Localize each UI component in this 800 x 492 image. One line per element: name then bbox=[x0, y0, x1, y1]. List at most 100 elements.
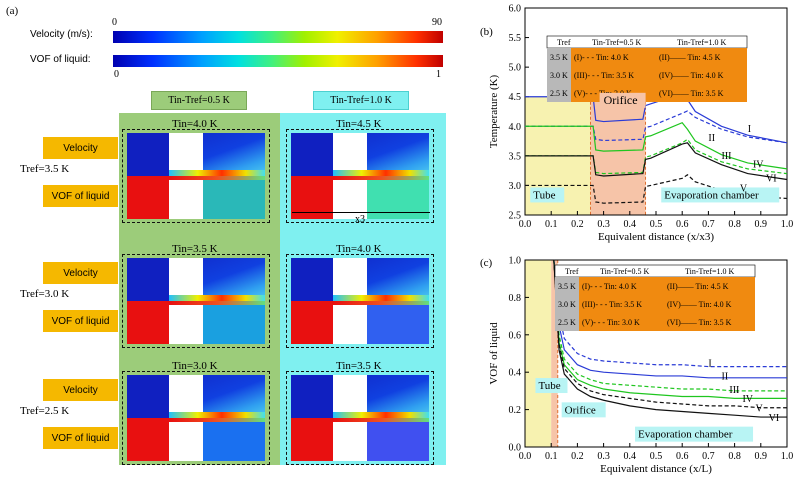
y-tick-label: 5.0 bbox=[509, 63, 522, 74]
velocity-box-row2: Velocity bbox=[43, 262, 118, 284]
x-axis-label: Equivalent distance (x/L) bbox=[600, 463, 712, 475]
legend-head-dt05: Tin-Tref=0.5 K bbox=[592, 38, 641, 47]
legend-entry-dashed: (III)- - - Tin: 3.5 K bbox=[582, 300, 642, 309]
velocity-colorbar-label: Velocity (m/s): bbox=[30, 29, 93, 40]
legend-tref-value: 3.5 K bbox=[558, 282, 576, 291]
simulation-snapshot bbox=[291, 258, 429, 344]
series-vi-line bbox=[553, 259, 787, 418]
orifice-label-bg bbox=[599, 92, 646, 108]
legend-tref-column bbox=[555, 277, 579, 331]
y-tick-label: 3.5 bbox=[509, 151, 522, 162]
legend-entry-solid: (IV)—— Tin: 4.0 K bbox=[667, 300, 732, 309]
domain-outline bbox=[286, 254, 434, 348]
tube-region bbox=[525, 260, 552, 447]
legend-body-bg bbox=[579, 277, 755, 331]
x-axis-label: Equivalent distance (x/x3) bbox=[598, 231, 714, 243]
velocity-box-row3: Velocity bbox=[43, 379, 118, 401]
velocity-box-row1: Velocity bbox=[43, 137, 118, 159]
series-iv-line bbox=[525, 122, 788, 170]
series-marker-iv: IV bbox=[753, 160, 764, 171]
column-header-text: Tin-Tref=1.0 K bbox=[330, 95, 392, 106]
x-tick-label: 0.0 bbox=[519, 219, 532, 230]
vof-colorbar-label: VOF of liquid: bbox=[30, 54, 91, 65]
x-tick-label: 0.2 bbox=[571, 219, 584, 230]
x-tick-label: 0.0 bbox=[519, 451, 532, 462]
x-tick-label: 0.5 bbox=[650, 219, 663, 230]
y-tick-label: 0.6 bbox=[509, 330, 522, 341]
tube-label-bg bbox=[535, 378, 568, 394]
legend-head-dt05: Tin-Tref=0.5 K bbox=[600, 267, 649, 276]
x-tick-label: 0.5 bbox=[650, 451, 663, 462]
simulation-snapshot bbox=[127, 133, 265, 219]
x-tick-label: 0.8 bbox=[728, 219, 741, 230]
domain-outline bbox=[122, 129, 270, 223]
evaporation-label-bg bbox=[661, 187, 780, 203]
case-title-r3c2: Tin=3.5 K bbox=[336, 360, 382, 372]
legend-tref-value: 2.5 K bbox=[558, 318, 576, 327]
case-title-r2c2: Tin=4.0 K bbox=[336, 243, 382, 255]
tube-label: Tube bbox=[538, 380, 560, 392]
series-marker-i: I bbox=[748, 124, 751, 135]
series-marker-iii: III bbox=[729, 385, 739, 396]
series-i-line bbox=[553, 259, 787, 368]
domain-outline bbox=[122, 254, 270, 348]
evaporation-label-bg bbox=[635, 426, 754, 442]
simulation-snapshot bbox=[127, 375, 265, 461]
domain-outline bbox=[286, 371, 434, 465]
panel-b-chart: (b) 0.0 0.1 0.2 0.3 0.4 0.5 0.6 0.7 0.8 0.9 1.0 2.5 3… bbox=[480, 4, 793, 244]
tube-label: Tube bbox=[533, 189, 555, 201]
legend-tref-value: 3.0 K bbox=[550, 71, 568, 80]
simulation-snapshot bbox=[291, 133, 429, 219]
x-tick-label: 0.7 bbox=[702, 451, 715, 462]
series-marker-iii: III bbox=[722, 151, 732, 162]
y-tick-label: 6.0 bbox=[509, 4, 522, 15]
x-tick-label: 1.0 bbox=[781, 451, 794, 462]
series-marker-i: I bbox=[708, 359, 711, 370]
x-tick-label: 0.8 bbox=[728, 451, 741, 462]
panel-a-label: (a) bbox=[6, 5, 19, 17]
case-title-r2c1: Tin=3.5 K bbox=[172, 243, 218, 255]
x-tick-label: 0.3 bbox=[597, 219, 610, 230]
y-tick-label: 0.8 bbox=[509, 293, 522, 304]
series-marker-v: V bbox=[756, 403, 764, 414]
case-title-r1c2: Tin=4.5 K bbox=[336, 118, 382, 130]
evaporation-label: Evaporation chamber bbox=[664, 189, 759, 201]
legend-head-tref: Tref bbox=[565, 267, 579, 276]
x3-label: x3 bbox=[355, 214, 365, 225]
y-tick-label: 3.0 bbox=[509, 181, 522, 192]
legend-tref-value: 3.0 K bbox=[558, 300, 576, 309]
legend-entry-solid: (IV)—— Tin: 4.0 K bbox=[659, 71, 724, 80]
x-tick-label: 0.4 bbox=[624, 219, 637, 230]
x-tick-label: 0.1 bbox=[545, 451, 558, 462]
orifice-label: Orifice bbox=[565, 404, 596, 416]
x-tick-label: 0.4 bbox=[624, 451, 637, 462]
orifice-region bbox=[590, 96, 646, 215]
legend-head-dt10: Tin-Tref=1.0 K bbox=[685, 267, 734, 276]
y-axis-label: Temperature (K) bbox=[488, 74, 500, 148]
x3-dimension-line bbox=[292, 212, 430, 213]
legend-head-dt10: Tin-Tref=1.0 K bbox=[677, 38, 726, 47]
legend-entry-solid: (II)—— Tin: 4.5 K bbox=[667, 282, 729, 291]
y-tick-label: 0.4 bbox=[509, 368, 522, 379]
row-label-tref-2-5: Tref=2.5 K bbox=[20, 405, 70, 417]
orifice-label-bg bbox=[561, 402, 606, 418]
panel-c-chart: (c) 0.0 0.1 0.2 0.3 0.4 0.5 0.6 0.7 0.8 0.9 1.0 0.0 0… bbox=[480, 256, 794, 476]
x-tick-label: 0.9 bbox=[755, 451, 768, 462]
y-tick-label: 2.5 bbox=[509, 211, 522, 222]
vof-min-label: 0 bbox=[114, 69, 119, 80]
y-tick-label: 5.5 bbox=[509, 33, 522, 44]
panel-c-label: (c) bbox=[480, 257, 493, 269]
case-title-r1c1: Tin=4.0 K bbox=[172, 118, 218, 130]
x-tick-label: 0.6 bbox=[676, 219, 689, 230]
row-label-tref-3-0: Tref=3.0 K bbox=[20, 288, 70, 300]
x-tick-label: 0.7 bbox=[702, 219, 715, 230]
tube-label-bg bbox=[530, 187, 565, 203]
legend-entry-dashed: (V)- - - Tin: 3.0 K bbox=[582, 318, 640, 327]
evaporation-label: Evaporation chamber bbox=[638, 429, 733, 441]
series-marker-ii: II bbox=[708, 133, 715, 144]
legend-tref-column bbox=[547, 48, 571, 102]
series-marker-vi: VI bbox=[769, 413, 780, 424]
simulation-snapshot bbox=[291, 375, 429, 461]
x-tick-label: 0.3 bbox=[597, 451, 610, 462]
domain-outline bbox=[286, 129, 434, 223]
